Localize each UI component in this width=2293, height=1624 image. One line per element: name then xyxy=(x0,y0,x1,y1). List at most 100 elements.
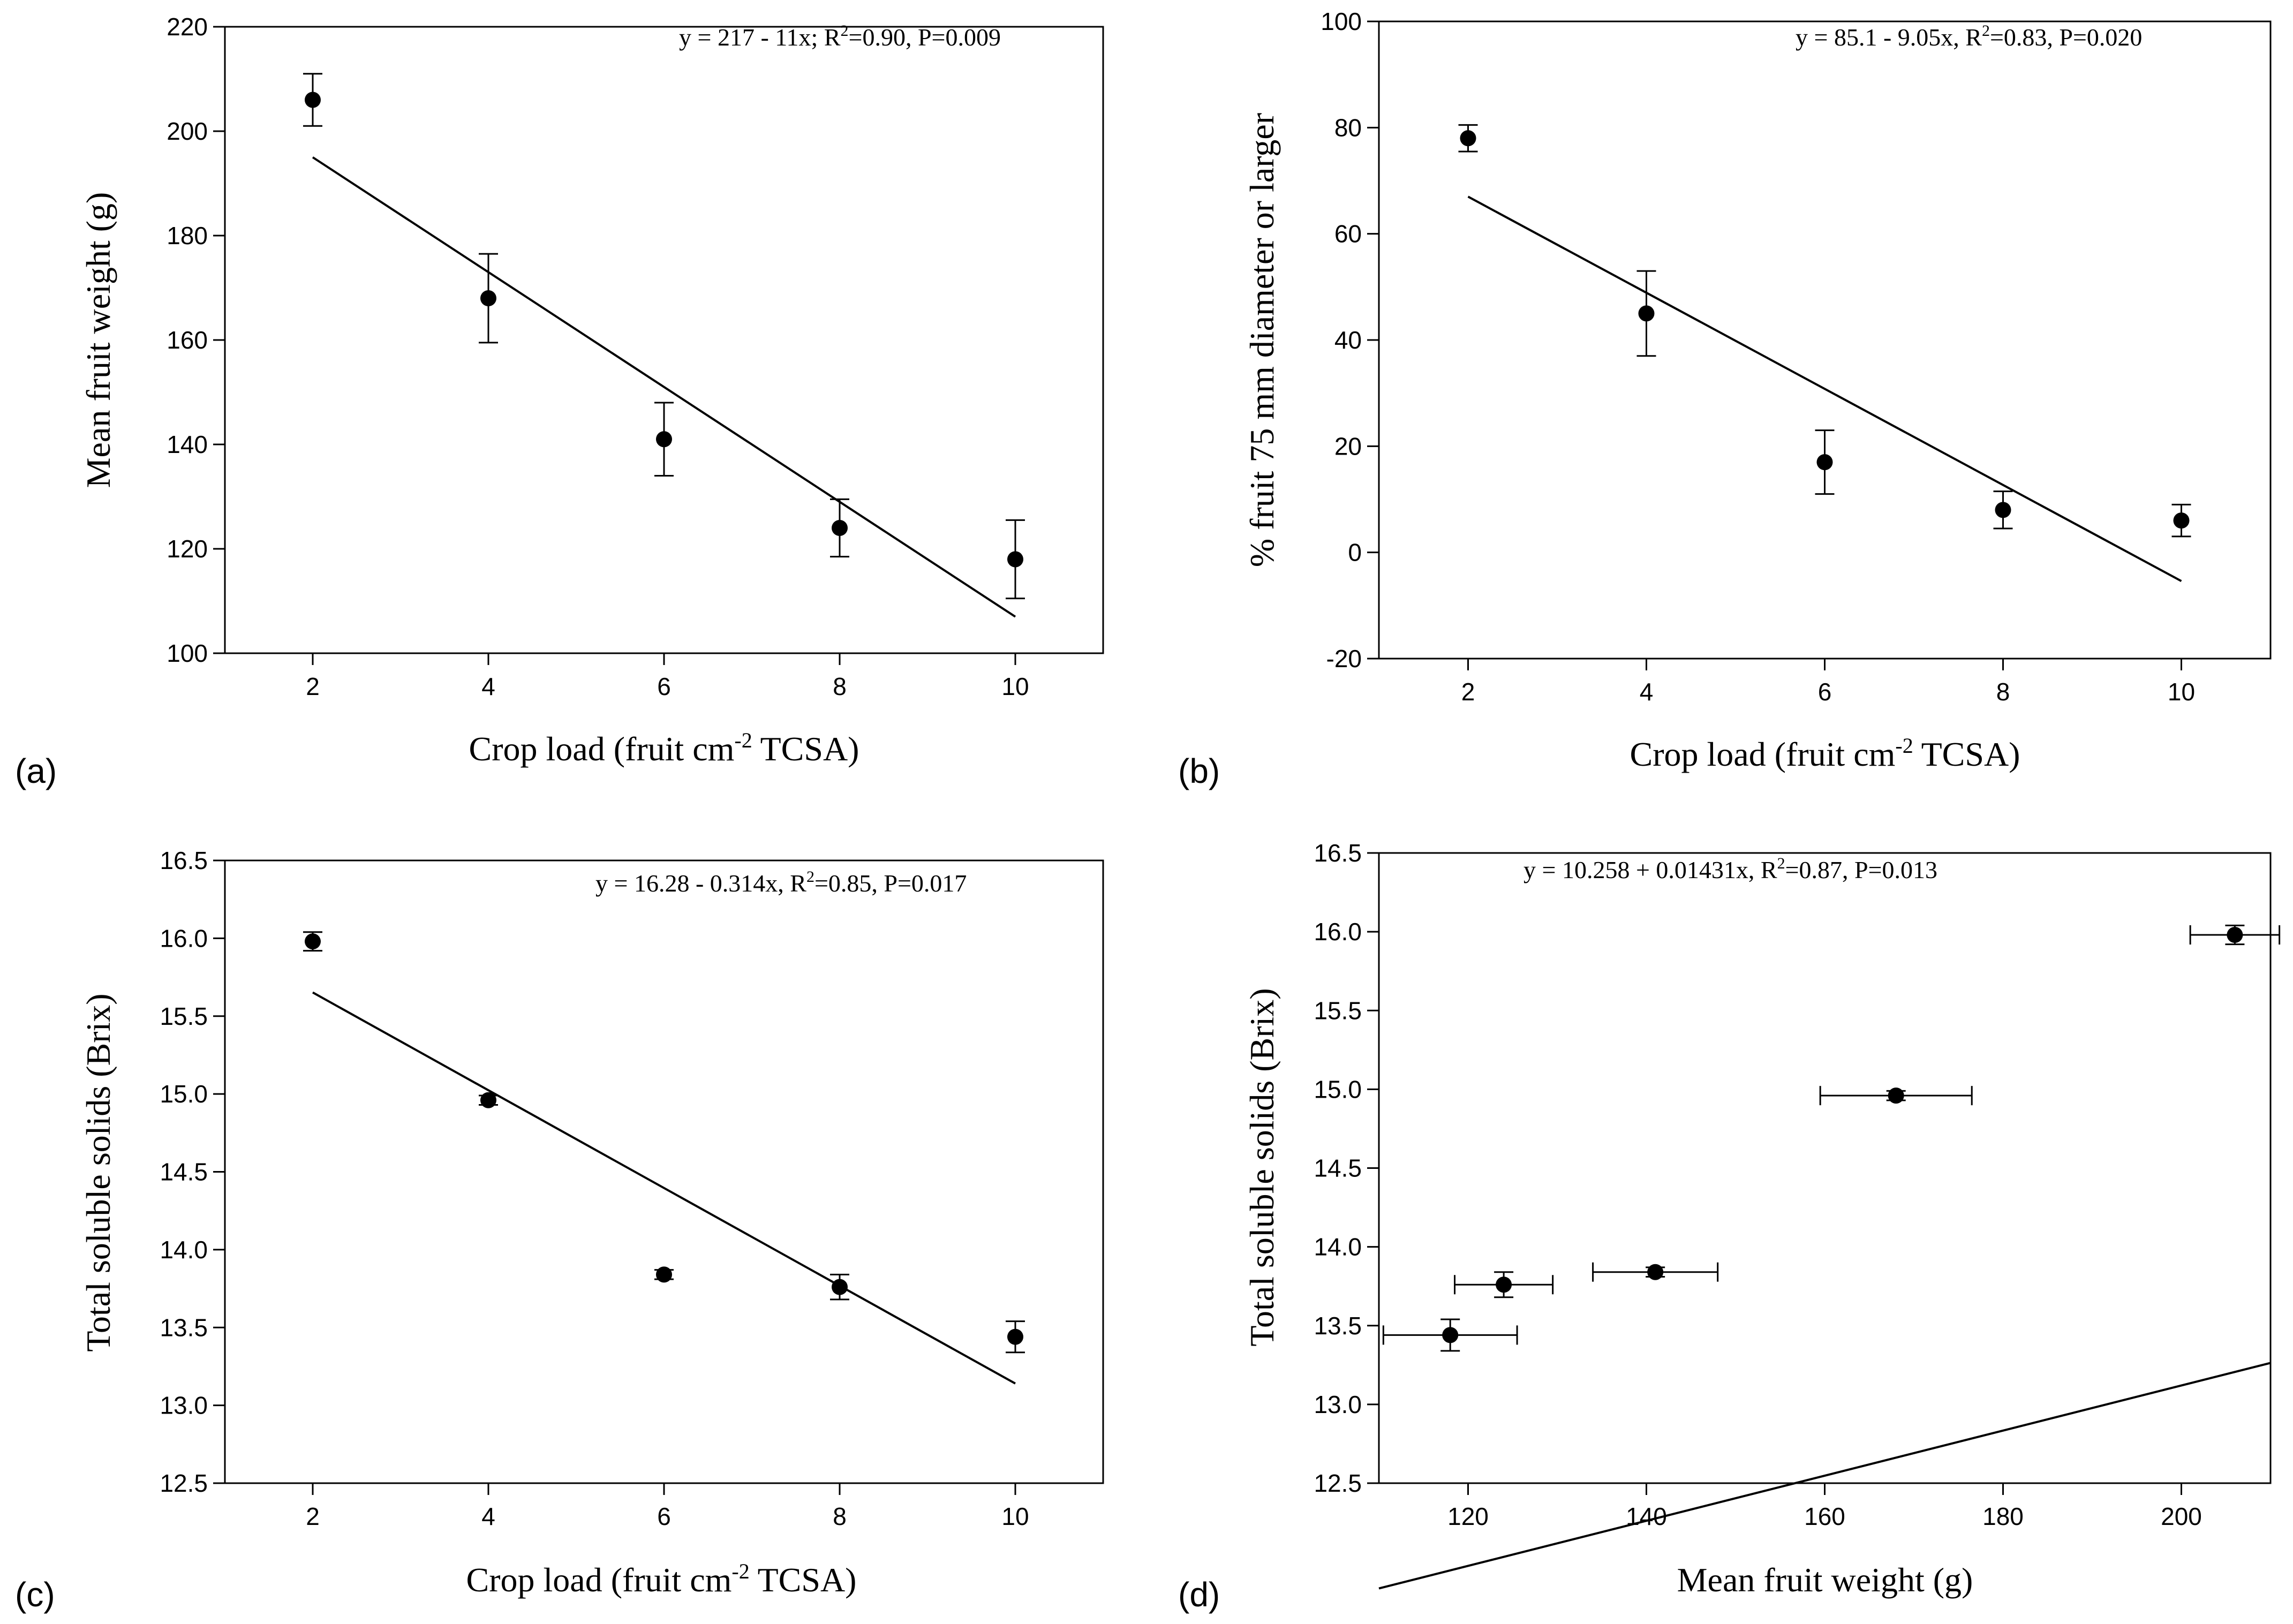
panel-b-y-tick-label: 100 xyxy=(1321,7,1362,35)
panel-a-data-point xyxy=(656,431,672,448)
panel-a-y-axis-title: Mean fruit weight (g) xyxy=(79,192,117,488)
panel-a-x-tick-label: 6 xyxy=(657,673,671,700)
panel-b-y-axis-title: % fruit 75 mm diameter or larger xyxy=(1243,113,1281,567)
panel-b-y-tick-label: 0 xyxy=(1348,539,1362,566)
panel-c-y-axis-title: Total soluble solids (Brix) xyxy=(79,993,117,1351)
panel-d-y-tick-label: 13.0 xyxy=(1314,1391,1362,1418)
panel-d-data-point xyxy=(1888,1087,1904,1104)
panel-c-data-point xyxy=(480,1092,496,1108)
panel-d-regression-line xyxy=(1378,1362,2271,1590)
panel-a-frame xyxy=(224,26,1104,654)
panel-a-x-tick-label: 2 xyxy=(306,673,320,700)
panel-b-y-tick-label: 80 xyxy=(1334,114,1362,141)
panel-b-data-point xyxy=(1460,130,1476,147)
panel-a-data-point xyxy=(1007,551,1023,568)
panel-c-x-tick-label: 8 xyxy=(833,1502,847,1530)
panel-a-equation: y = 217 - 11x; R2=0.90, P=0.009 xyxy=(679,22,1001,51)
panel-c-data-point xyxy=(832,1279,848,1295)
panel-a-x-tick-label: 8 xyxy=(833,673,847,700)
panel-b-x-tick-label: 4 xyxy=(1640,678,1654,706)
panel-b-x-tick-label: 8 xyxy=(1996,678,2010,706)
panel-c-data-point xyxy=(1007,1328,1023,1345)
panel-b-label: (b) xyxy=(1178,752,1220,790)
panel-d-equation: y = 10.258 + 0.01431x, R2=0.87, P=0.013 xyxy=(1523,855,1937,883)
panel-a-x-tick-label: 4 xyxy=(481,673,495,700)
panel-b-y-tick-label: 40 xyxy=(1334,326,1362,354)
panel-d-x-tick-label: 160 xyxy=(1804,1502,1845,1530)
panel-c-x-tick-label: 4 xyxy=(481,1502,495,1530)
panel-d-x-tick-label: 120 xyxy=(1447,1502,1489,1530)
panel-d-y-tick-label: 16.5 xyxy=(1314,839,1362,867)
panel-c-label: (c) xyxy=(15,1575,55,1614)
panel-c-equation: y = 16.28 - 0.314x, R2=0.85, P=0.017 xyxy=(595,868,967,897)
panel-a-y-tick-label: 120 xyxy=(167,535,208,563)
panel-c-x-axis-title: Crop load (fruit cm-2 TCSA) xyxy=(466,1559,857,1599)
panel-d-data-point xyxy=(1442,1327,1459,1343)
panel-a-data-point xyxy=(305,92,321,108)
panel-d-data-point xyxy=(2227,927,2243,943)
panel-b-x-tick-label: 10 xyxy=(2168,678,2195,706)
panel-b-data-point xyxy=(1816,454,1833,471)
panel-d-y-tick-label: 13.5 xyxy=(1314,1312,1362,1340)
panel-b-x-axis-title: Crop load (fruit cm-2 TCSA) xyxy=(1630,734,2020,773)
panel-c: 2 4 6 8 10 12.5 13.0 13.5 14.0 14.5 15.0 15.5 16.0 16… xyxy=(15,847,1104,1614)
panel-c-regression-line xyxy=(312,991,1016,1385)
panel-b-frame xyxy=(1378,20,2272,660)
panel-c-data-point xyxy=(305,933,321,950)
panel-a-data-point xyxy=(480,290,496,306)
panel-a-regression-line xyxy=(312,156,1016,618)
panel-c-y-tick-label: 14.0 xyxy=(160,1236,208,1264)
panel-d-y-axis-title: Total soluble solids (Brix) xyxy=(1243,988,1281,1346)
panel-d-y-tick-label: 14.5 xyxy=(1314,1154,1362,1182)
panel-d-plot: 120 140 160 180 20012.513.013.514.014.515.01… xyxy=(1314,839,2281,1590)
panel-a-y-tick-label: 200 xyxy=(167,117,208,145)
panel-b-y-tick-label: 60 xyxy=(1334,220,1362,248)
panel-a-y-tick-label: 140 xyxy=(167,430,208,458)
panel-c-y-tick-label: 16.5 xyxy=(160,847,208,874)
panel-b-equation: y = 85.1 - 9.05x, R2=0.83, P=0.020 xyxy=(1796,22,2142,51)
panel-b-x-tick-label: 6 xyxy=(1818,678,1832,706)
panel-d-label: (d) xyxy=(1178,1575,1220,1614)
panel-d-data-point xyxy=(1647,1264,1664,1280)
panel-d-x-tick-label: 200 xyxy=(2161,1502,2202,1530)
panel-c-x-tick-label: 6 xyxy=(657,1502,671,1530)
panel-d: 120 140 160 180 20012.513.013.514.014.515.01… xyxy=(1178,839,2281,1614)
panel-b-y-tick-label: 20 xyxy=(1334,432,1362,460)
panel-a-data-point xyxy=(832,520,848,536)
panel-a-y-tick-label: 220 xyxy=(167,13,208,41)
panel-c-y-tick-label: 15.5 xyxy=(160,1002,208,1030)
panel-c-y-tick-label: 14.5 xyxy=(160,1158,208,1186)
panel-c-y-tick-label: 16.0 xyxy=(160,924,208,952)
panel-a: 2 4 6 8 10 100 120 140 160 180 200 220 y = 217 - 11… xyxy=(15,13,1104,790)
panel-b-plot: 2 4 6 8 10 -20 0 20 40 60 80 100 xyxy=(1321,7,2195,706)
panel-d-y-tick-label: 12.5 xyxy=(1314,1469,1362,1497)
panel-d-y-tick-label: 16.0 xyxy=(1314,918,1362,946)
panel-d-x-axis-title: Mean fruit weight (g) xyxy=(1677,1561,1973,1599)
panel-b-data-point xyxy=(1995,502,2011,518)
panel-d-frame xyxy=(1378,852,2272,1484)
panel-c-y-tick-label: 15.0 xyxy=(160,1080,208,1108)
panel-c-plot: 2 4 6 8 10 12.5 13.0 13.5 14.0 14.5 15.0 15.5 16.0 16… xyxy=(160,847,1029,1530)
panel-d-x-tick-label: 180 xyxy=(1982,1502,2024,1530)
panel-c-data-point xyxy=(656,1266,672,1283)
panel-a-y-tick-label: 100 xyxy=(167,639,208,667)
panel-b-data-point xyxy=(1638,305,1655,322)
panel-d-y-tick-label: 15.0 xyxy=(1314,1075,1362,1103)
panel-a-x-axis-title: Crop load (fruit cm-2 TCSA) xyxy=(469,728,859,768)
panel-a-x-tick-label: 10 xyxy=(1001,673,1029,700)
panel-c-x-tick-label: 2 xyxy=(306,1502,320,1530)
panel-c-x-tick-label: 10 xyxy=(1001,1502,1029,1530)
panel-a-y-tick-label: 180 xyxy=(167,222,208,250)
panel-c-y-tick-label: 13.0 xyxy=(160,1392,208,1419)
panel-c-frame xyxy=(224,859,1104,1484)
panel-b-y-tick-label: -20 xyxy=(1326,645,1362,673)
panel-b-x-tick-label: 2 xyxy=(1461,678,1475,706)
panel-a-label: (a) xyxy=(15,752,57,790)
panel-a-plot: 2 4 6 8 10 100 120 140 160 180 200 220 xyxy=(167,13,1029,700)
panel-c-y-tick-label: 12.5 xyxy=(160,1469,208,1497)
panel-d-y-tick-label: 15.5 xyxy=(1314,996,1362,1024)
panel-c-y-tick-label: 13.5 xyxy=(160,1313,208,1341)
panel-d-y-tick-label: 14.0 xyxy=(1314,1233,1362,1261)
panel-a-y-tick-label: 160 xyxy=(167,326,208,354)
